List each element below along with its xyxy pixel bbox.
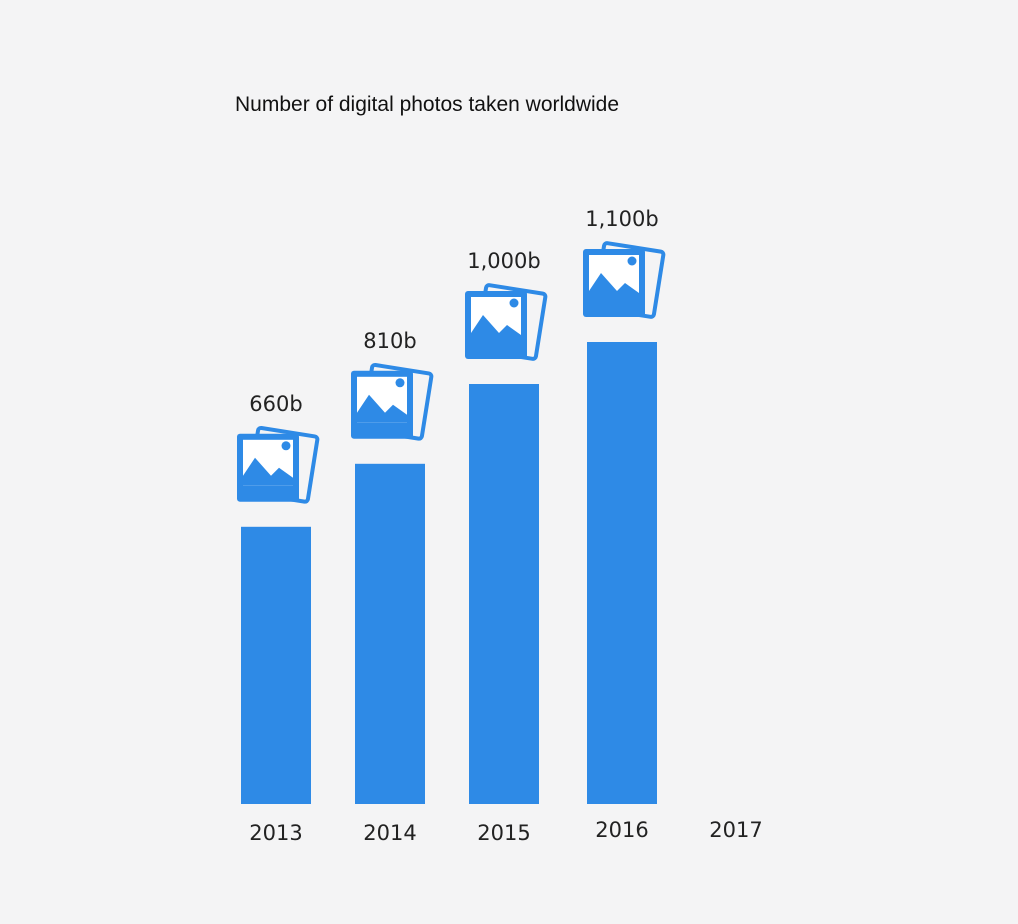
bar-2015 — [469, 384, 539, 804]
value-label-2013: 660b — [249, 392, 302, 416]
photo-stack-icon — [463, 282, 548, 362]
photo-stack-icon — [349, 362, 434, 442]
chart-marks: 660b 2013 810b 2014 1,000b 2015 1,100b 2016 2017 — [235, 207, 763, 845]
photo-stack-icon — [235, 425, 320, 505]
x-tick-2017: 2017 — [709, 818, 762, 842]
x-tick-2013: 2013 — [249, 821, 302, 845]
chart-title: Number of digital photos taken worldwide — [235, 93, 619, 116]
value-label-2014: 810b — [363, 329, 416, 353]
bar-2016 — [587, 342, 657, 804]
x-tick-2016: 2016 — [595, 818, 648, 842]
bar-2013 — [241, 526, 311, 804]
value-label-2016: 1,100b — [585, 207, 658, 231]
x-tick-2014: 2014 — [363, 821, 416, 845]
x-tick-2015: 2015 — [477, 821, 530, 845]
bar-2014 — [355, 463, 425, 804]
value-label-2015: 1,000b — [467, 249, 540, 273]
photo-stack-icon — [581, 240, 666, 320]
